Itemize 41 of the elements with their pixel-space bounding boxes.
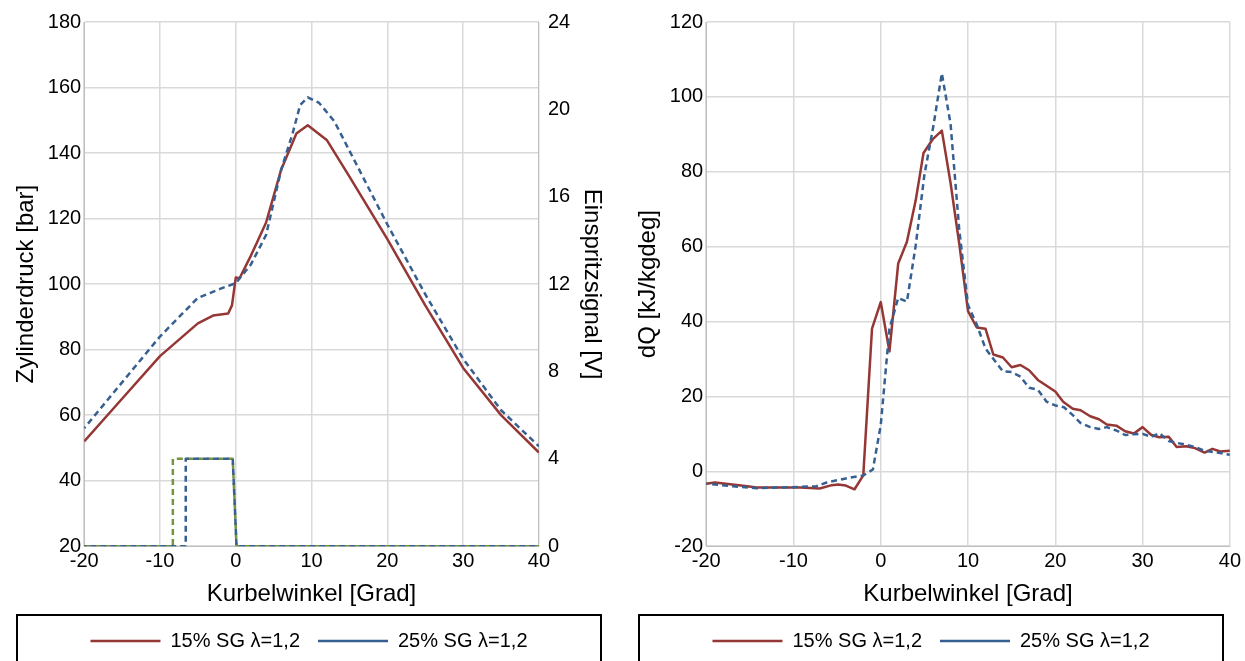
x-tick-label: -10 — [779, 548, 808, 571]
y2-tick-label: 24 — [547, 9, 571, 32]
y-tick-label: 100 — [47, 271, 82, 294]
y-tick-label: 80 — [680, 159, 704, 182]
x-tick-label: -10 — [145, 548, 175, 571]
x-tick-label: 0 — [875, 548, 887, 571]
y-axis-title: dQ [kJ/kgdeg] — [633, 210, 661, 359]
x-axis-title: Kurbelwinkel [Grad] — [863, 579, 1073, 607]
y-tick-label: 40 — [680, 309, 704, 332]
y-tick-label: 20 — [680, 383, 704, 406]
y2-axis-title: Einspritzsignal [V] — [579, 188, 607, 380]
y-tick-label: 120 — [47, 206, 82, 229]
legend-label: 25% SG λ=1,2 — [398, 628, 528, 651]
x-tick-label: 10 — [300, 548, 323, 571]
x-tick-label: 20 — [376, 548, 399, 571]
legend-label: 25% SG λ=1,2 — [1020, 628, 1150, 651]
y-tick-label: 40 — [58, 468, 82, 491]
x-tick-label: 0 — [230, 548, 242, 571]
x-tick-label: 30 — [452, 548, 475, 571]
y2-tick-label: 8 — [547, 358, 560, 381]
y-tick-label: 100 — [669, 84, 704, 107]
x-tick-label: 10 — [956, 548, 980, 571]
y2-tick-label: 4 — [547, 446, 560, 469]
y2-tick-label: 20 — [547, 96, 571, 119]
y-tick-label: 60 — [680, 234, 704, 257]
y-axis-title: Zylinderdruck [bar] — [11, 184, 39, 384]
y-tick-label: 0 — [692, 458, 704, 481]
y-tick-label: 160 — [47, 75, 82, 98]
x-tick-label: 40 — [1218, 548, 1241, 571]
x-axis-title: Kurbelwinkel [Grad] — [206, 579, 417, 607]
x-tick-label: 30 — [1131, 548, 1154, 571]
y2-tick-label: 16 — [547, 184, 571, 207]
y2-tick-label: 12 — [547, 271, 571, 294]
y-tick-label: 120 — [669, 9, 704, 32]
legend-label: 15% SG λ=1,2 — [170, 628, 301, 651]
y-tick-label: 140 — [47, 140, 82, 163]
y-tick-label: 180 — [47, 9, 82, 32]
y-tick-label: 60 — [58, 402, 82, 425]
x-tick-label: 20 — [1044, 548, 1067, 571]
legend-label: 15% SG λ=1,2 — [792, 628, 923, 651]
y-tick-label: 80 — [58, 337, 82, 360]
